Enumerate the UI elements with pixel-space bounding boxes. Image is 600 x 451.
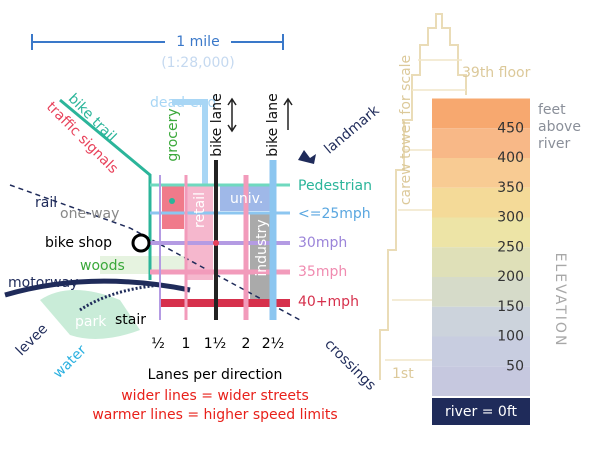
speed-labels: Pedestrian <=25mph 30mph 35mph 40+mph	[298, 178, 372, 310]
lane-label: 2	[242, 336, 251, 352]
elevation-title: ELEVATION	[552, 253, 568, 348]
speed-label: <=25mph	[298, 206, 371, 222]
river-label: river = 0ft	[445, 404, 518, 420]
speed-label: 30mph	[298, 235, 347, 251]
woods-label: woods	[80, 258, 125, 274]
scale-distance: 1 mile	[176, 34, 219, 50]
elevation-band	[432, 306, 530, 337]
landmark-label: landmark	[321, 102, 383, 157]
elevation-label: 250	[497, 239, 524, 255]
rail-label: rail	[35, 195, 57, 211]
tower-label: carew tower for scale	[398, 55, 414, 205]
elevation-band	[432, 336, 530, 367]
elevation-band	[432, 98, 530, 129]
elevation-label: 350	[497, 180, 524, 196]
speed-label: Pedestrian	[298, 178, 372, 194]
lane-label: 1	[182, 336, 191, 352]
unit-label: river	[538, 136, 571, 152]
park-label: park	[75, 314, 107, 330]
elevation-label: 50	[506, 358, 524, 374]
note: wider lines = wider streets	[121, 388, 309, 404]
bike-shop-label: bike shop	[45, 235, 112, 251]
motorway-line	[4, 278, 191, 298]
elevation-band	[432, 366, 530, 396]
lanes-title: Lanes per direction	[148, 367, 283, 383]
stair-label: stair	[115, 312, 146, 328]
note: warmer lines = higher speed limits	[92, 407, 337, 423]
lane-label: 1½	[204, 336, 226, 352]
elevation-label: 200	[497, 269, 524, 285]
speed-label: 35mph	[298, 264, 347, 280]
retail-block	[187, 185, 213, 280]
industry-label: industry	[254, 219, 270, 276]
elevation-band	[432, 187, 530, 218]
elevation-label: 150	[497, 299, 524, 315]
elevation-band	[432, 217, 530, 248]
lane-labels: ½ 1 1½ 2 2½	[151, 336, 284, 352]
elevation-label: 300	[497, 210, 524, 226]
streets	[150, 160, 290, 320]
rail-line	[9, 184, 301, 321]
univ-label: univ.	[230, 191, 263, 207]
unit-label: above	[538, 119, 581, 135]
elevation-label: 400	[497, 150, 524, 166]
signal-dot	[213, 240, 219, 246]
one-way-label: one-way	[60, 206, 119, 222]
crossings-label: crossings	[321, 336, 378, 393]
elevation-band	[432, 128, 530, 158]
grocery-block	[162, 185, 184, 229]
unit-label: feet	[538, 102, 566, 118]
speed-label: 40+mph	[298, 294, 359, 310]
signal-dot	[169, 198, 175, 204]
retail-label: retail	[192, 192, 208, 228]
landmark-icon	[298, 150, 316, 164]
bike-shop-icon	[131, 233, 151, 253]
levee-label: levee	[13, 321, 51, 359]
grocery-label: grocery	[165, 108, 181, 161]
water-label: water	[50, 342, 90, 382]
dead-end-label: dead-end	[150, 95, 216, 111]
motorway-label: motorway	[8, 275, 78, 291]
elevation-band	[432, 247, 530, 277]
lane-label: ½	[151, 336, 165, 352]
river-box	[432, 398, 530, 425]
tower-outline	[379, 13, 467, 380]
scale-ratio: (1:28,000)	[161, 55, 235, 71]
floor-label: 39th floor	[462, 65, 531, 81]
park-area	[40, 290, 140, 339]
bike-lane-label: bike lane	[265, 93, 281, 156]
elevation-label: 100	[497, 329, 524, 345]
one-way-arrow	[283, 97, 293, 130]
dead-end-street	[172, 99, 208, 185]
elevation-label: 450	[497, 120, 524, 136]
floor-label: 1st	[392, 366, 414, 382]
two-way-arrow	[227, 97, 237, 133]
lane-label: 2½	[262, 336, 284, 352]
elevation-bands: 450 400 350 300 250 200 150 100 50	[432, 98, 530, 396]
tower-floors	[385, 59, 466, 361]
elevation-band	[432, 277, 530, 307]
bike-lane-label: bike lane	[209, 93, 225, 156]
scale-bar	[31, 34, 284, 50]
elevation-band	[432, 158, 530, 188]
